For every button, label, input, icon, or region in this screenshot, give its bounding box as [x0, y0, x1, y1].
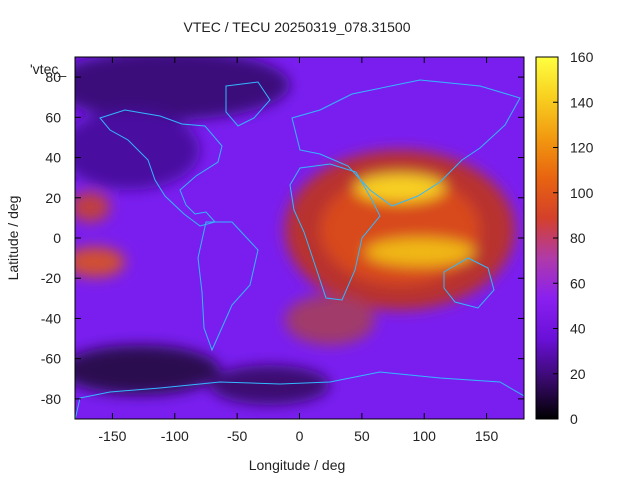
y-tick-label: -20: [41, 270, 61, 286]
x-tick-label: 0: [296, 428, 304, 444]
coastline-north-america: [99, 109, 223, 227]
vtec-field: [75, 57, 515, 405]
y-tick-label: 40: [45, 150, 61, 166]
x-tick-label: 150: [475, 428, 499, 444]
y-tick-label: 80: [45, 69, 61, 85]
colorbar-tick-label: 20: [570, 366, 586, 382]
coastline-antarctica: [75, 371, 524, 419]
x-tick-label: -150: [98, 428, 126, 444]
dark-region-pacific: [75, 110, 200, 190]
coastlines: [75, 79, 524, 419]
coastline-south-america: [197, 221, 259, 352]
colorbar-tick-label: 80: [570, 230, 586, 246]
y-axis-label: Latitude / deg: [5, 196, 21, 281]
x-tick-label: -100: [161, 428, 189, 444]
x-axis-label: Longitude / deg: [249, 457, 346, 473]
colorbar-tick-label: 40: [570, 321, 586, 337]
dark-region-north: [75, 57, 290, 120]
dark-region-south-atlantic: [210, 365, 330, 405]
colorbar-tick-label: 0: [570, 411, 578, 427]
y-tick-label: 20: [45, 190, 61, 206]
legend-label: 'vtec_: [30, 61, 66, 77]
pacific-enhancement: [75, 247, 125, 277]
y-tick-label: -60: [41, 351, 61, 367]
coastline-greenland: [225, 81, 271, 127]
y-tick-label: 60: [45, 109, 61, 125]
colorbar-tick-label: 120: [570, 140, 594, 156]
coastline-eurasia: [291, 79, 521, 207]
coastline-africa: [289, 163, 381, 301]
pacific-enhancement-north: [75, 192, 110, 222]
y-tick-label: -40: [41, 310, 61, 326]
y-tick-label: 0: [53, 230, 61, 246]
x-tick-label: -50: [227, 428, 247, 444]
colorbar-tick-label: 60: [570, 275, 586, 291]
crest-south: [365, 238, 475, 266]
colorbar-tick-label: 160: [570, 49, 594, 65]
dark-region-south-pacific: [75, 345, 220, 395]
x-axis: -150 -100 -50 0 50 100 150: [98, 57, 498, 444]
y-tick-label: -80: [41, 391, 61, 407]
plot-area: [75, 57, 524, 419]
colorbar-tick-label: 140: [570, 94, 594, 110]
x-tick-label: 100: [413, 428, 437, 444]
atlantic-south: [285, 295, 375, 345]
coastline-australia: [443, 257, 495, 309]
chart-title: VTEC / TECU 20250319_078.31500: [183, 19, 410, 35]
colorbar-ticks: 0 20 40 60 80 100 120 140 160: [553, 49, 594, 427]
y-axis: -80 -60 -40 -20 0 20 40 60 80: [41, 69, 524, 407]
colorbar-tick-label: 100: [570, 185, 594, 201]
x-tick-label: 50: [354, 428, 370, 444]
